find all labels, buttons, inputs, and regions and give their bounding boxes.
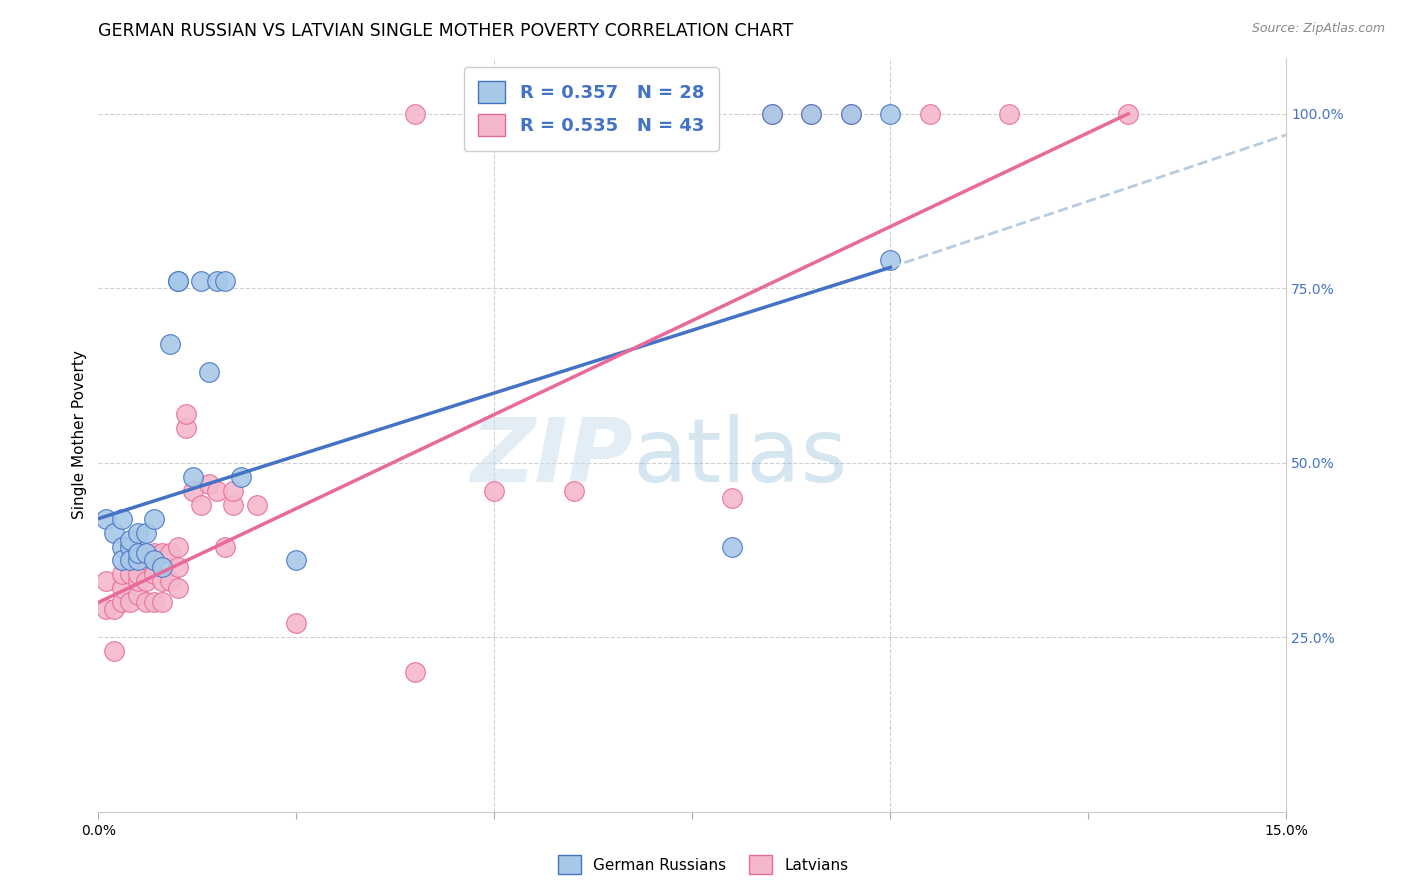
Point	[150, 547, 173, 561]
Point	[879, 107, 901, 121]
Point	[142, 595, 165, 609]
Point	[183, 483, 205, 498]
Point	[103, 525, 125, 540]
Point	[135, 525, 157, 540]
Point	[135, 595, 157, 609]
Point	[285, 616, 308, 631]
Point	[127, 547, 149, 561]
Point	[1116, 107, 1139, 121]
Point	[198, 365, 221, 379]
Point	[682, 107, 704, 121]
Point	[602, 107, 624, 121]
Point	[222, 483, 245, 498]
Point	[127, 547, 149, 561]
Point	[135, 574, 157, 589]
Point	[484, 483, 506, 498]
Point	[190, 274, 212, 288]
Point	[285, 553, 308, 567]
Point	[721, 491, 744, 505]
Point	[222, 498, 245, 512]
Point	[96, 574, 118, 589]
Point	[761, 107, 783, 121]
Point	[127, 588, 149, 602]
Point	[111, 553, 134, 567]
Point	[166, 540, 188, 554]
Point	[103, 644, 125, 658]
Point	[190, 498, 212, 512]
Point	[111, 567, 134, 582]
Point	[120, 540, 142, 554]
Point	[159, 337, 181, 351]
Point	[761, 107, 783, 121]
Point	[142, 553, 165, 567]
Point	[142, 567, 165, 582]
Point	[166, 560, 188, 574]
Point	[150, 560, 173, 574]
Point	[142, 547, 165, 561]
Point	[183, 469, 205, 483]
Text: Source: ZipAtlas.com: Source: ZipAtlas.com	[1251, 22, 1385, 36]
Point	[207, 274, 229, 288]
Point	[120, 553, 142, 567]
Point	[839, 107, 862, 121]
Point	[229, 469, 252, 483]
Point	[142, 511, 165, 525]
Point	[111, 582, 134, 596]
Point	[96, 511, 118, 525]
Legend: R = 0.357   N = 28, R = 0.535   N = 43: R = 0.357 N = 28, R = 0.535 N = 43	[464, 67, 718, 151]
Point	[120, 567, 142, 582]
Point	[150, 595, 173, 609]
Point	[214, 274, 236, 288]
Point	[166, 582, 188, 596]
Point	[135, 547, 157, 561]
Point	[135, 553, 157, 567]
Point	[96, 602, 118, 616]
Point	[166, 274, 188, 288]
Point	[246, 498, 269, 512]
Point	[214, 540, 236, 554]
Point	[839, 107, 862, 121]
Point	[103, 602, 125, 616]
Point	[800, 107, 823, 121]
Point	[159, 547, 181, 561]
Text: GERMAN RUSSIAN VS LATVIAN SINGLE MOTHER POVERTY CORRELATION CHART: GERMAN RUSSIAN VS LATVIAN SINGLE MOTHER …	[98, 22, 793, 40]
Point	[920, 107, 942, 121]
Point	[174, 421, 197, 435]
Text: ZIP: ZIP	[470, 414, 633, 501]
Point	[120, 595, 142, 609]
Point	[998, 107, 1021, 121]
Legend: German Russians, Latvians: German Russians, Latvians	[551, 849, 855, 880]
Point	[120, 533, 142, 547]
Point	[111, 511, 134, 525]
Point	[111, 540, 134, 554]
Point	[111, 595, 134, 609]
Point	[166, 274, 188, 288]
Point	[127, 574, 149, 589]
Point	[404, 107, 426, 121]
Y-axis label: Single Mother Poverty: Single Mother Poverty	[72, 351, 87, 519]
Text: atlas: atlas	[633, 414, 848, 501]
Point	[207, 483, 229, 498]
Point	[150, 574, 173, 589]
Point	[404, 665, 426, 680]
Point	[562, 483, 585, 498]
Point	[159, 574, 181, 589]
Point	[800, 107, 823, 121]
Point	[523, 107, 546, 121]
Point	[721, 540, 744, 554]
Point	[879, 253, 901, 268]
Point	[127, 553, 149, 567]
Point	[198, 476, 221, 491]
Point	[127, 567, 149, 582]
Point	[174, 407, 197, 421]
Point	[127, 525, 149, 540]
